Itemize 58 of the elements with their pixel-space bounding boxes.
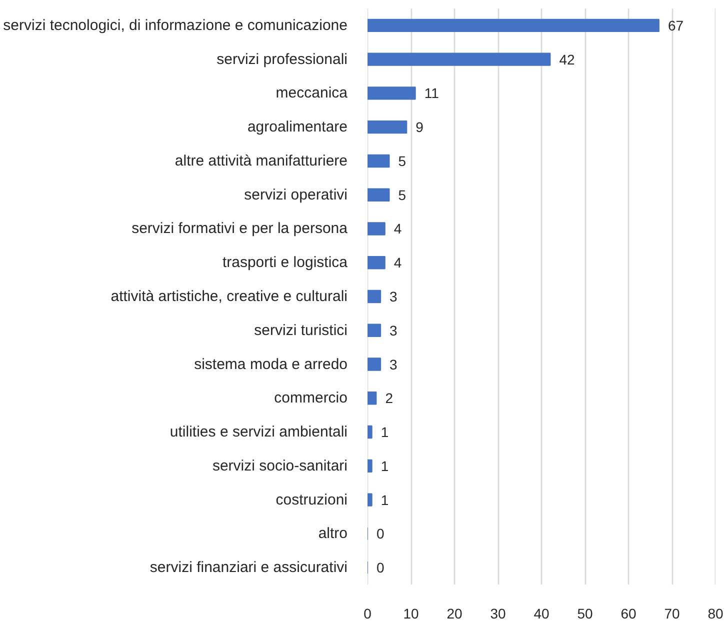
y-tick-label: agroalimentare [247, 118, 348, 136]
y-tick-label: servizi tecnologici, di informazione e comunicazione [3, 16, 348, 34]
bar [368, 52, 551, 66]
data-label: 42 [559, 51, 575, 68]
y-tick-label: trasporti e logistica [222, 254, 348, 272]
bar [368, 188, 390, 202]
y-tick-label: altro [318, 525, 348, 542]
bar [368, 459, 372, 473]
bar [368, 86, 416, 100]
y-tick-label: commercio [274, 390, 348, 407]
bar [368, 358, 382, 371]
data-label: 5 [398, 186, 406, 203]
y-tick-label: costruzioni [276, 491, 348, 508]
y-tick-label: altre attività manifatturiere [174, 152, 348, 170]
bar [368, 222, 386, 236]
data-label: 67 [668, 17, 684, 34]
y-tick-label: attività artistiche, creative e culturali [110, 288, 348, 305]
data-label: 0 [376, 526, 384, 542]
data-label: 3 [390, 356, 398, 372]
bar [368, 154, 390, 168]
data-label: 5 [398, 152, 406, 169]
y-tick-label: servizi operativi [244, 186, 348, 204]
bar [368, 290, 382, 304]
y-tick-label: servizi formativi e per la persona [132, 220, 348, 238]
data-label: 2 [385, 390, 394, 406]
bar [368, 425, 372, 439]
y-tick-label: sistema moda e arredo [194, 356, 348, 373]
x-tick-label: 30 [490, 606, 506, 621]
x-tick-label: 40 [534, 606, 550, 621]
bar [368, 324, 382, 337]
x-tick-label: 0 [364, 606, 372, 621]
x-tick-label: 70 [664, 606, 680, 621]
data-label: 1 [380, 458, 389, 474]
data-label: 4 [394, 254, 402, 271]
x-tick-label: 80 [708, 606, 724, 621]
y-tick-label: servizi socio-sanitari [212, 457, 348, 474]
x-tick-label: 20 [446, 606, 462, 621]
x-tick-label: 60 [620, 606, 636, 621]
bar [368, 18, 660, 32]
data-label: 9 [416, 119, 424, 136]
bar [368, 392, 377, 405]
data-label: 3 [390, 322, 398, 338]
y-tick-label: utilities e servizi ambientali [170, 424, 348, 441]
x-tick-label: 50 [577, 606, 593, 621]
y-tick-label: servizi finanziari e assicurativi [150, 559, 348, 576]
data-label: 11 [424, 85, 440, 102]
y-tick-label: servizi turistici [254, 322, 348, 339]
bar [368, 120, 408, 134]
bar [368, 256, 386, 270]
data-label: 4 [394, 220, 402, 237]
data-label: 0 [376, 560, 384, 576]
y-tick-label: servizi professionali [216, 50, 348, 68]
data-label: 1 [380, 492, 389, 508]
y-tick-label: meccanica [276, 84, 348, 102]
data-label: 1 [380, 424, 389, 440]
bar [368, 493, 372, 506]
data-label: 3 [390, 288, 398, 304]
x-tick-label: 10 [403, 606, 419, 621]
